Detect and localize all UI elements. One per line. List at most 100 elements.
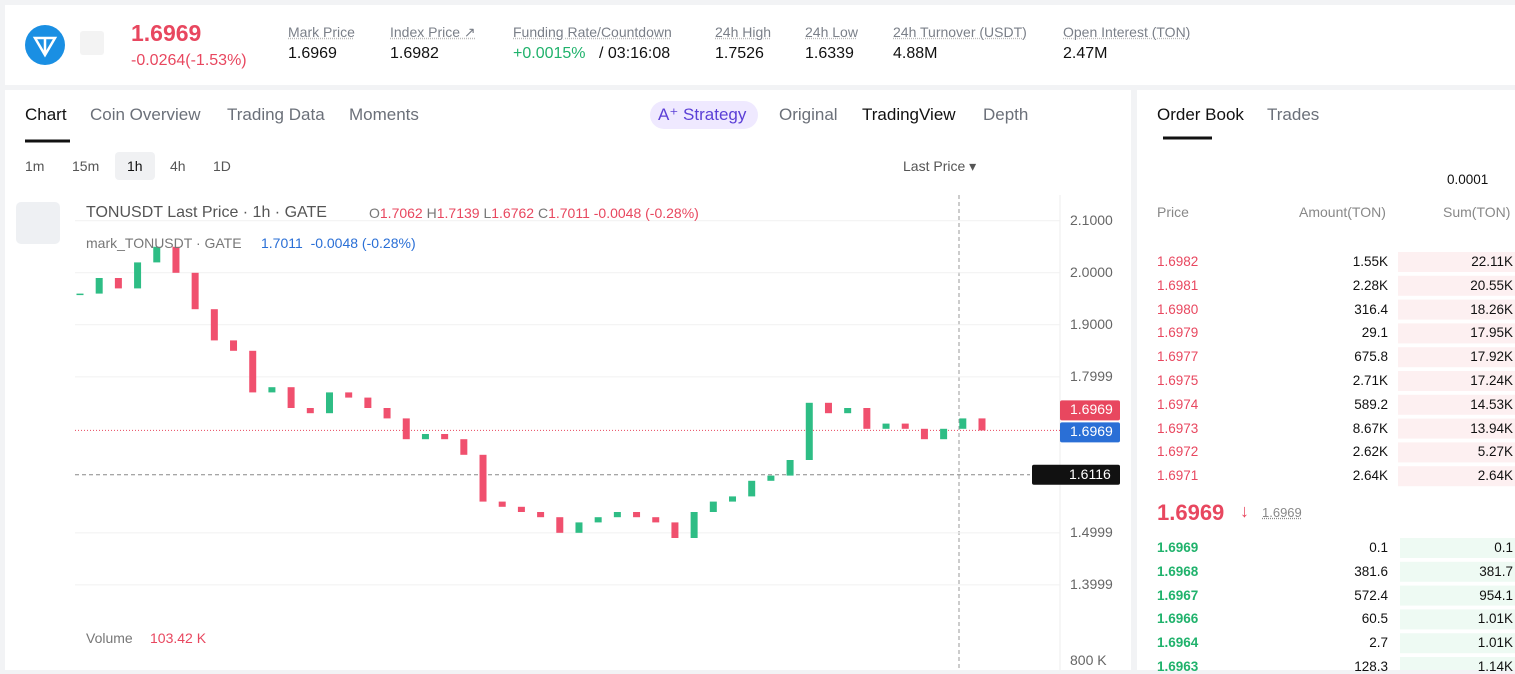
ob-amount: 2.28K bbox=[1352, 277, 1388, 293]
bids-depth bbox=[1400, 657, 1515, 670]
ob-price: 1.6974 bbox=[1157, 396, 1199, 412]
ob-amount: 8.67K bbox=[1352, 420, 1388, 436]
candle bbox=[767, 475, 775, 481]
legend-mark: mark_TONUSDT · GATE bbox=[86, 235, 242, 251]
interval[interactable]: 1m bbox=[25, 158, 45, 174]
y-tick-label: 1.9000 bbox=[1070, 315, 1113, 332]
candle bbox=[844, 408, 852, 414]
view-option[interactable]: TradingView bbox=[862, 105, 956, 124]
view-option[interactable]: Original bbox=[779, 105, 838, 124]
price-type-label[interactable]: Last Price bbox=[903, 158, 966, 174]
candle bbox=[249, 350, 257, 393]
tab[interactable]: Trading Data bbox=[227, 105, 325, 124]
candle bbox=[460, 439, 468, 455]
ob-sum: 22.11K bbox=[1471, 254, 1513, 269]
asks-depth bbox=[1398, 275, 1515, 296]
ob-price: 1.6971 bbox=[1157, 468, 1199, 484]
candle bbox=[556, 517, 564, 533]
stat-value: 2.47M bbox=[1063, 45, 1108, 62]
ob-header: Price bbox=[1157, 204, 1189, 220]
bids-depth bbox=[1400, 609, 1515, 630]
candle bbox=[940, 428, 948, 440]
interval[interactable]: 15m bbox=[72, 158, 100, 174]
ob-price: 1.6964 bbox=[1157, 635, 1199, 651]
tab[interactable]: Moments bbox=[349, 105, 419, 124]
ob-amount: 2.71K bbox=[1352, 373, 1388, 388]
tool-selected[interactable] bbox=[16, 202, 60, 244]
ohlc-key: C bbox=[537, 205, 549, 221]
ob-sum: 1.01K bbox=[1477, 635, 1513, 651]
ob-sum: 1.01K bbox=[1477, 611, 1513, 627]
ob-sum: 20.55K bbox=[1470, 277, 1513, 293]
ob-price: 1.6982 bbox=[1157, 254, 1199, 269]
interval-selected bbox=[115, 152, 155, 180]
candle bbox=[172, 246, 180, 273]
ob-sum: 14.53K bbox=[1470, 396, 1513, 412]
interval[interactable]: 1h bbox=[127, 158, 143, 174]
ohlc-change: -0.0048 (-0.28%) bbox=[593, 205, 699, 221]
legend-mark-values: 1.7011 -0.0048 (-0.28%) bbox=[261, 235, 416, 251]
candle bbox=[134, 262, 142, 289]
candle bbox=[325, 392, 333, 414]
strategy[interactable]: A⁺ Strategy bbox=[658, 105, 747, 124]
bids-depth bbox=[1400, 538, 1515, 558]
candle bbox=[901, 423, 909, 429]
ohlc-value: 1.7139 bbox=[436, 205, 480, 221]
price-type[interactable]: Last Price ▾ bbox=[903, 158, 977, 174]
stat-value: 1.6339 bbox=[805, 45, 854, 62]
ob-price: 1.6980 bbox=[1157, 301, 1199, 317]
strategy-pill[interactable] bbox=[650, 101, 758, 129]
favorite[interactable] bbox=[80, 31, 104, 55]
ob-amount: 316.4 bbox=[1354, 301, 1388, 317]
ob-tab[interactable]: Trades bbox=[1267, 105, 1320, 124]
last-price-tag: 1.6969 bbox=[1070, 401, 1113, 418]
mark-value: 1.7011 bbox=[261, 235, 303, 251]
tab[interactable]: Coin Overview bbox=[90, 105, 201, 124]
tab[interactable]: Chart bbox=[25, 105, 67, 124]
candle bbox=[364, 397, 372, 408]
cursor-price-tag: 1.6116 bbox=[1069, 465, 1111, 482]
mark-price-tag: 1.6969 bbox=[1070, 423, 1113, 440]
bids-depth bbox=[1400, 585, 1515, 606]
asks-depth bbox=[1398, 299, 1515, 320]
stat-label: 24h Low bbox=[805, 24, 858, 40]
stat-value: 1.6969 bbox=[288, 45, 337, 62]
candle bbox=[594, 517, 602, 523]
volume-tick: 800 K bbox=[1070, 652, 1107, 668]
ob-amount: 675.8 bbox=[1354, 349, 1388, 365]
ob-amount: 2.64K bbox=[1352, 468, 1388, 484]
ob-amount: 60.5 bbox=[1361, 611, 1388, 627]
bids-depth bbox=[1400, 633, 1515, 654]
candle bbox=[517, 506, 525, 512]
ob-step[interactable]: 0.0001 bbox=[1447, 172, 1489, 187]
price-change: -0.0264(-1.53%) bbox=[131, 52, 247, 69]
ohlc-key: L bbox=[483, 205, 492, 221]
candle bbox=[613, 512, 621, 518]
candle bbox=[978, 418, 986, 431]
ob-price: 1.6979 bbox=[1157, 325, 1199, 341]
ohlc-value: 1.6762 bbox=[491, 205, 535, 221]
candle bbox=[421, 434, 429, 440]
stat-label: Mark Price bbox=[288, 24, 355, 40]
asks-depth bbox=[1398, 252, 1515, 272]
candle bbox=[230, 340, 238, 351]
candle bbox=[748, 480, 756, 497]
asks-depth bbox=[1398, 466, 1515, 487]
asks-depth bbox=[1398, 394, 1515, 415]
ob-sum: 2.64K bbox=[1477, 468, 1513, 484]
strategy-label[interactable]: Strategy bbox=[683, 105, 747, 124]
candle bbox=[690, 512, 698, 538]
candle bbox=[652, 517, 660, 523]
ohlc-key: O bbox=[369, 205, 380, 221]
candle bbox=[498, 501, 506, 507]
view-option[interactable]: Depth bbox=[983, 105, 1029, 124]
ob-tab[interactable]: Order Book bbox=[1157, 105, 1244, 124]
ob-amount: 589.2 bbox=[1354, 396, 1388, 412]
ob-sum: 13.94K bbox=[1470, 420, 1513, 436]
interval[interactable]: 1D bbox=[213, 158, 231, 174]
interval[interactable]: 4h bbox=[170, 158, 186, 174]
ob-price: 1.6981 bbox=[1157, 277, 1199, 293]
ob-price: 1.6968 bbox=[1157, 563, 1199, 579]
